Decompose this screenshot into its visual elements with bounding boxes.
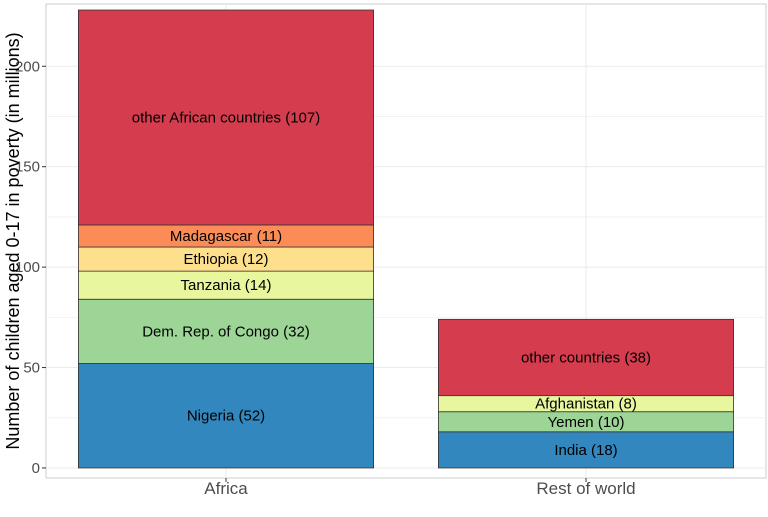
y-tick-label: 50 <box>23 360 40 377</box>
axes: 0 50 100 150 200 Africa Rest of world <box>15 58 636 498</box>
bar-segment <box>78 9 375 226</box>
y-tick-label: 150 <box>15 159 40 176</box>
segment-label: other countries (38) <box>521 349 651 366</box>
x-tick-label: Africa <box>204 479 248 498</box>
segment-label: Yemen (10) <box>548 414 625 431</box>
segment-label: Tanzania (14) <box>181 277 272 294</box>
y-tick-label: 100 <box>15 259 40 276</box>
bars: Nigeria (52) Dem. Rep. of Congo (32) Tanza… <box>78 9 735 469</box>
segment-label: Dem. Rep. of Congo (32) <box>142 323 310 340</box>
x-tick-label: Rest of world <box>536 479 635 498</box>
segment-label: Ethiopia (12) <box>183 251 268 268</box>
bar-segment <box>78 246 375 272</box>
bar-segment <box>437 431 735 469</box>
segment-label: India (18) <box>554 442 617 459</box>
y-axis-title: Number of children aged 0-17 in poverty … <box>3 32 23 449</box>
y-tick-label: 0 <box>32 460 40 477</box>
bar-segment <box>78 298 375 364</box>
y-tick-label: 200 <box>15 58 40 75</box>
bar-segment <box>78 270 375 300</box>
bar-segment <box>78 363 375 469</box>
segment-label: Nigeria (52) <box>187 408 265 425</box>
segment-label: Madagascar (11) <box>170 228 282 245</box>
segment-label: other African countries (107) <box>132 109 320 126</box>
segment-label: Afghanistan (8) <box>535 396 637 413</box>
bar-segment <box>437 318 735 397</box>
